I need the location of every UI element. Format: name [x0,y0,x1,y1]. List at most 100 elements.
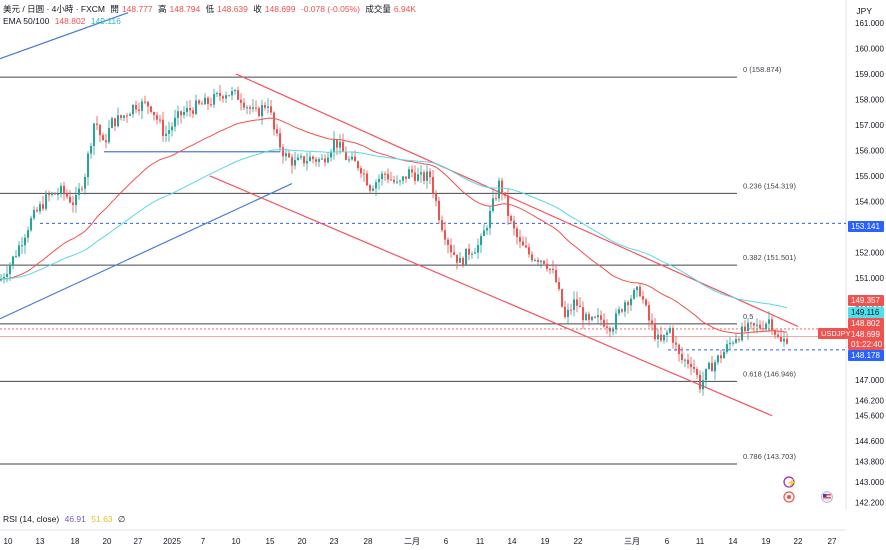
x-tick-label: 二月 [404,537,420,546]
candle-body [564,306,566,318]
candle-body [774,330,776,335]
candle-body [237,90,239,100]
channel-lower [209,175,773,417]
event-icon-dot [787,495,791,499]
candle-body [9,264,11,274]
candle-body [372,188,374,191]
candle-body [60,185,62,194]
candle-body [270,106,272,113]
candle-body [462,257,464,265]
rsi-label[interactable]: RSI (14, close) [3,514,60,524]
candle-body [21,245,23,247]
candle-body [12,256,14,265]
ema-legend: EMA 50/100 148.802 149.116 [3,16,124,26]
candle-body [96,123,98,125]
y-tick-label: 157.000 [855,121,884,130]
x-tick-label: 14 [508,537,517,546]
candle-body [336,139,338,148]
price-badge [848,221,884,232]
candle-body [351,156,353,160]
candle-body [102,135,104,141]
candle-body [3,276,5,279]
fib-level-label: 0 (158.874) [743,65,782,74]
ema50-value: 148.802 [54,16,86,26]
candle-body [591,316,593,320]
candle-body [306,161,308,164]
candle-body [621,309,623,312]
candle-body [666,332,668,335]
volume-label: 成交量 [365,4,391,14]
candle-body [711,362,713,372]
candle-body [717,355,719,363]
candle-body [459,257,461,263]
candle-body [615,313,617,330]
y-tick-label: 143.000 [855,478,884,487]
candle-body [429,171,431,178]
candle-body [546,263,548,269]
x-tick-label: 18 [71,537,80,546]
candle-body [441,220,443,231]
candle-body [258,108,260,117]
candle-body [330,151,332,158]
x-tick-label: 28 [364,537,373,546]
ema100-line [1,149,788,309]
candle-body [24,237,26,246]
candle-body [756,324,758,326]
fib-level-label: 0.786 (143.703) [743,452,796,461]
candle-body [639,286,641,297]
y-tick-label: 147.000 [855,376,884,385]
candle-body [42,204,44,209]
x-tick-label: 15 [266,537,275,546]
candle-body [537,259,539,262]
candle-body [612,329,614,332]
candle-body [396,181,398,183]
candle-body [303,156,305,164]
volume-value: 6.94K [393,4,417,14]
y-tick-label: 142.200 [855,498,884,507]
candle-body [354,156,356,162]
candle-body [297,157,299,160]
candle-body [729,342,731,345]
candle-body [78,188,80,195]
candle-body [468,248,470,255]
candle-body [309,156,311,162]
x-tick-label: 11 [476,537,485,546]
candle-body [384,173,386,175]
candle-body [471,253,473,255]
candle-body [750,322,752,324]
candle-body [633,290,635,299]
candle-body [291,157,293,166]
price-badge-label: 149.357 [851,296,880,305]
candle-body [714,362,716,372]
x-tick-label: 14 [729,537,738,546]
candle-body [192,110,194,114]
currency-label[interactable]: JPY [856,6,872,16]
candle-body [273,112,275,130]
lightning-glyph: ⚡ [787,478,797,488]
candle-body [321,158,323,160]
price-badge [848,318,884,329]
candle-body [210,104,212,106]
candle-body [672,328,674,343]
candle-body [426,171,428,181]
candle-body [630,298,632,306]
candle-body [549,268,551,270]
symbol-name[interactable]: 美元 / 日圆 · 4小時 · FXCM [3,4,106,14]
ema-label[interactable]: EMA 50/100 [3,16,50,26]
x-tick-label: 6 [444,537,449,546]
low-value: 148.639 [217,4,248,14]
x-tick-label: 27 [828,537,837,546]
candle-body [453,252,455,255]
candle-body [693,366,695,370]
candle-body [159,119,161,121]
candle-body [339,141,341,148]
candle-body [513,220,515,229]
rsi-ma-value: 51.63 [91,514,113,524]
candle-body [150,106,152,112]
candle-body [252,107,254,109]
x-tick-label: 6 [665,537,670,546]
candle-body [438,200,440,221]
candle-body [93,123,95,147]
candle-body [177,111,179,118]
